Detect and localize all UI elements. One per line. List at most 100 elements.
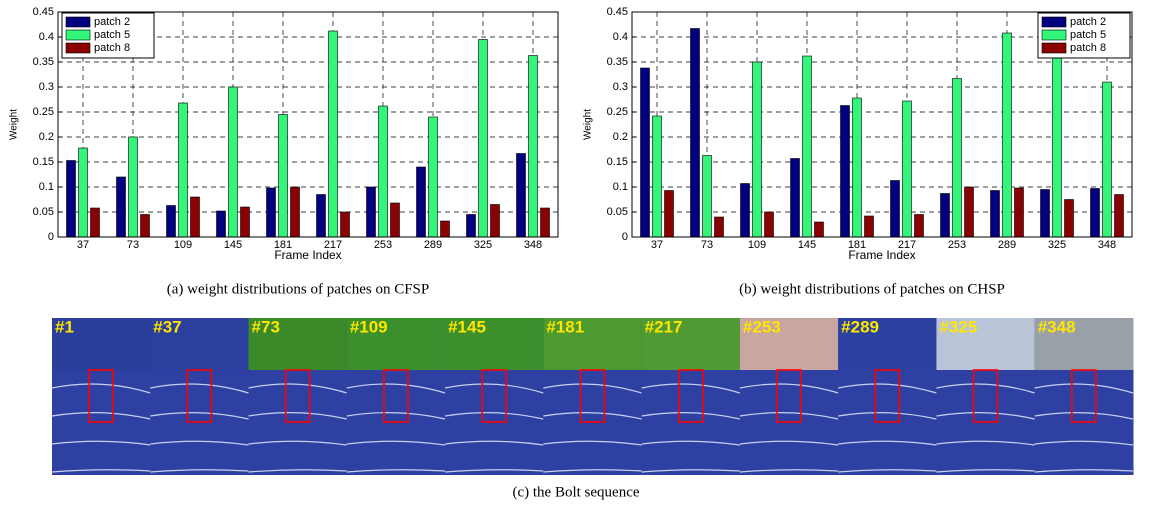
- x-axis-label: Frame Index: [848, 248, 915, 262]
- bar: [1015, 188, 1024, 237]
- y-tick-label: 0.25: [33, 106, 54, 118]
- bar: [91, 208, 100, 237]
- y-tick-label: 0.3: [613, 81, 628, 93]
- image-strip: #1#37#73#109#145#181#217#253#289#325#348: [52, 317, 1134, 475]
- bar: [417, 167, 426, 237]
- bar: [317, 195, 326, 238]
- bar: [915, 215, 924, 238]
- bar: [341, 212, 350, 237]
- y-tick-label: 0.1: [39, 181, 54, 193]
- legend-swatch: [66, 43, 90, 53]
- y-tick-label: 0.45: [607, 6, 628, 18]
- chart-caption: (b) weight distributions of patches on C…: [739, 281, 1005, 297]
- y-tick-label: 0: [48, 231, 54, 243]
- frame-label: #37: [153, 317, 181, 336]
- sequence-caption: (c) the Bolt sequence: [512, 484, 639, 500]
- bar: [841, 106, 850, 238]
- bar: [853, 98, 862, 237]
- bar: [129, 137, 138, 237]
- x-tick-label: 109: [748, 239, 766, 251]
- frame-label: #217: [645, 317, 683, 336]
- y-tick-label: 0: [622, 231, 628, 243]
- x-tick-label: 325: [1048, 239, 1066, 251]
- bar: [217, 211, 226, 237]
- bar: [803, 56, 812, 237]
- bar: [291, 187, 300, 237]
- bar: [715, 217, 724, 237]
- bar: [541, 208, 550, 237]
- legend-swatch: [66, 17, 90, 27]
- y-tick-label: 0.4: [39, 31, 54, 43]
- bar: [67, 161, 76, 238]
- bar: [1041, 190, 1050, 238]
- bar: [791, 159, 800, 238]
- bar: [467, 215, 476, 238]
- bar: [517, 154, 526, 238]
- bar: [179, 103, 188, 237]
- bar: [665, 191, 674, 238]
- legend-label: patch 5: [94, 29, 130, 41]
- bar: [141, 215, 150, 238]
- bar: [953, 79, 962, 238]
- frame-label: #1: [55, 317, 74, 336]
- frame-label: #73: [252, 317, 280, 336]
- x-tick-label: 253: [374, 239, 392, 251]
- bar: [815, 222, 824, 237]
- bar: [367, 187, 376, 237]
- y-tick-label: 0.45: [33, 6, 54, 18]
- legend-label: patch 2: [1070, 16, 1106, 28]
- y-tick-label: 0.15: [607, 156, 628, 168]
- bar: [1115, 195, 1124, 238]
- y-tick-label: 0.3: [39, 81, 54, 93]
- bar: [379, 106, 388, 237]
- chart-caption: (a) weight distributions of patches on C…: [167, 281, 430, 297]
- x-tick-label: 289: [998, 239, 1016, 251]
- x-tick-label: 145: [224, 239, 242, 251]
- bar: [1053, 44, 1062, 238]
- y-axis-label: Weight: [583, 109, 594, 140]
- y-tick-label: 0.4: [613, 31, 628, 43]
- bar: [641, 68, 650, 237]
- bar: [991, 191, 1000, 238]
- bar: [1091, 189, 1100, 238]
- bar: [529, 56, 538, 238]
- y-tick-label: 0.35: [607, 56, 628, 68]
- x-tick-label: 253: [948, 239, 966, 251]
- x-tick-label: 73: [701, 239, 713, 251]
- bar: [903, 101, 912, 237]
- bar: [691, 29, 700, 238]
- y-tick-label: 0.15: [33, 156, 54, 168]
- y-tick-label: 0.25: [607, 106, 628, 118]
- legend-label: patch 5: [1070, 29, 1106, 41]
- bar: [441, 221, 450, 237]
- x-tick-label: 348: [524, 239, 542, 251]
- bar: [429, 117, 438, 237]
- y-tick-label: 0.35: [33, 56, 54, 68]
- y-axis-label: Weight: [9, 109, 20, 140]
- bar: [1003, 33, 1012, 237]
- bar: [479, 40, 488, 238]
- bar: [703, 156, 712, 238]
- legend-label: patch 8: [1070, 42, 1106, 54]
- bar: [167, 206, 176, 238]
- bar: [941, 194, 950, 238]
- bar: [741, 184, 750, 238]
- bar: [491, 205, 500, 238]
- bar: [1103, 82, 1112, 237]
- bar: [191, 197, 200, 237]
- legend-label: patch 2: [94, 16, 130, 28]
- frame-label: #145: [448, 317, 486, 336]
- bar: [279, 115, 288, 238]
- bar: [267, 188, 276, 237]
- bar: [329, 31, 338, 237]
- y-tick-label: 0.05: [33, 206, 54, 218]
- legend-swatch: [66, 30, 90, 40]
- x-tick-label: 109: [174, 239, 192, 251]
- legend-swatch: [1042, 17, 1066, 27]
- x-tick-label: 289: [424, 239, 442, 251]
- figure: #1#37#73#109#145#181#217#253#289#325#348…: [0, 0, 1151, 508]
- x-tick-label: 325: [474, 239, 492, 251]
- frame-label: #289: [841, 317, 879, 336]
- bar: [229, 87, 238, 237]
- x-tick-label: 348: [1098, 239, 1116, 251]
